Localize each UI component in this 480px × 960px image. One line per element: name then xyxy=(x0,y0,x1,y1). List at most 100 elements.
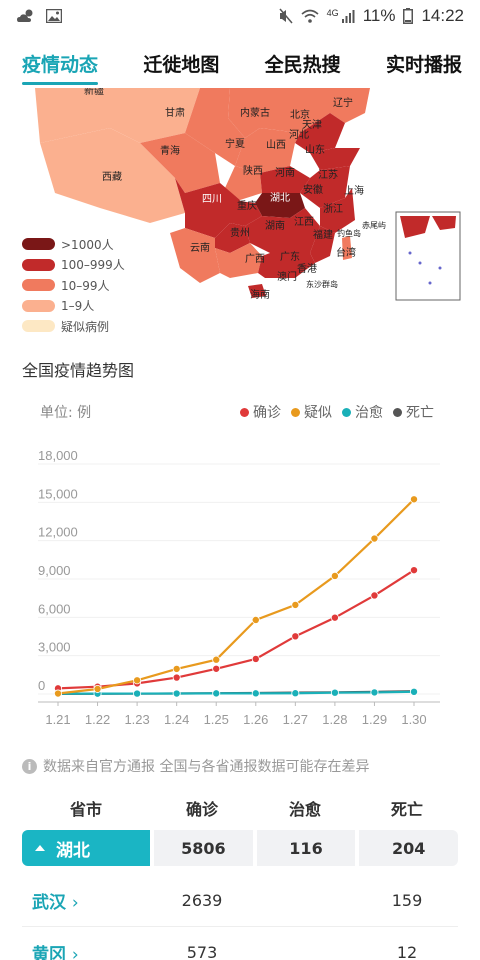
header-cured: 治愈 xyxy=(288,800,321,819)
data-point-0[interactable] xyxy=(409,566,418,575)
legend-row: >1000人 xyxy=(22,234,125,255)
data-point-1[interactable] xyxy=(54,689,63,698)
data-point-0[interactable] xyxy=(330,613,339,622)
notice-text: 数据来自官方通报 全国与各省通报数据可能存在差异 xyxy=(43,759,370,775)
map-label-chongqing: 重庆 xyxy=(237,199,257,212)
data-point-2[interactable] xyxy=(251,689,260,698)
legend-label: >1000人 xyxy=(61,237,114,252)
data-point-2[interactable] xyxy=(212,689,221,698)
map-label-beijing: 北京 xyxy=(290,108,310,121)
region-taiwan xyxy=(342,236,352,260)
map-label-guizhou: 贵州 xyxy=(230,226,250,239)
legend-cured[interactable]: 治愈 xyxy=(342,402,383,422)
y-tick-label: 15,000 xyxy=(38,486,78,501)
battery-percent: 11% xyxy=(362,6,396,25)
epidemic-map[interactable]: 新疆 甘肃 内蒙古 辽宁 北京 天津 河北 宁夏 山西 山东 青海 陕西 河南 … xyxy=(0,88,480,350)
y-tick-label: 0 xyxy=(38,678,45,693)
data-point-1[interactable] xyxy=(409,495,418,504)
city-name[interactable]: 黄冈 › xyxy=(22,940,150,960)
chart-legend: 确诊 疑似 治愈 死亡 xyxy=(240,402,434,422)
data-point-0[interactable] xyxy=(291,632,300,641)
data-point-2[interactable] xyxy=(133,689,142,698)
map-label-hunan: 湖南 xyxy=(265,219,285,232)
region-guangdong xyxy=(258,253,315,278)
tab-epidemic-news[interactable]: 疫情动态 xyxy=(22,40,99,92)
region-zhejiang-shanghai xyxy=(320,188,355,233)
data-point-0[interactable] xyxy=(370,591,379,600)
province-cured: 116 xyxy=(256,830,356,866)
map-label-hainan: 海南 xyxy=(250,288,270,301)
legend-suspected[interactable]: 疑似 xyxy=(291,402,332,422)
map-label-dongsha: 东沙群岛 xyxy=(306,279,338,289)
map-label-henan: 河南 xyxy=(275,166,295,179)
province-confirmed: 5806 xyxy=(154,830,253,866)
legend-dot xyxy=(291,407,300,417)
city-row-huanggang[interactable]: 黄冈 › 573 12 xyxy=(22,932,458,960)
data-point-1[interactable] xyxy=(172,664,181,673)
legend-swatch xyxy=(22,279,55,292)
region-chongqing xyxy=(230,200,262,226)
data-point-1[interactable] xyxy=(251,615,260,624)
data-point-2[interactable] xyxy=(370,688,379,697)
clock: 14:22 xyxy=(421,6,464,25)
map-label-guangdong: 广东 xyxy=(280,250,300,263)
map-label-guangxi: 广西 xyxy=(245,253,265,265)
data-point-1[interactable] xyxy=(291,600,300,609)
tab-live-report[interactable]: 实时播报 xyxy=(385,54,462,76)
trend-title: 全国疫情趋势图 xyxy=(22,361,135,380)
image-icon xyxy=(46,9,62,23)
wifi-icon xyxy=(301,9,319,23)
province-row-hubei[interactable]: 湖北 5806 116 204 xyxy=(22,830,459,866)
data-point-0[interactable] xyxy=(172,673,181,682)
data-point-2[interactable] xyxy=(330,688,339,697)
city-confirmed: 2639 xyxy=(181,890,223,910)
map-label-qinghai: 青海 xyxy=(160,144,180,157)
data-point-1[interactable] xyxy=(93,684,102,693)
map-label-hubei: 湖北 xyxy=(270,192,290,204)
data-point-2[interactable] xyxy=(291,689,300,698)
x-tick-label: 1.21 xyxy=(45,712,70,727)
data-point-1[interactable] xyxy=(330,571,339,580)
legend-swatch xyxy=(22,299,55,312)
city-name[interactable]: 武汉 › xyxy=(22,888,150,913)
city-name-text: 黄冈 xyxy=(32,944,66,960)
data-point-2[interactable] xyxy=(172,689,181,698)
info-icon: i xyxy=(22,758,37,774)
region-liaoning xyxy=(330,88,370,123)
tab-migration-map[interactable]: 迁徙地图 xyxy=(143,54,220,76)
province-name[interactable]: 湖北 xyxy=(22,830,150,866)
legend-text: 确诊 xyxy=(253,405,281,421)
weather-icon xyxy=(17,9,33,22)
legend-label: 10–99人 xyxy=(61,278,110,293)
region-guangxi xyxy=(215,243,262,278)
legend-dead[interactable]: 死亡 xyxy=(393,402,434,422)
data-point-2[interactable] xyxy=(409,687,418,696)
x-tick-label: 1.26 xyxy=(243,712,268,727)
chevron-right-icon: › xyxy=(71,892,79,913)
map-label-ningxia: 宁夏 xyxy=(225,137,245,150)
data-point-1[interactable] xyxy=(212,655,221,664)
header-dead: 死亡 xyxy=(390,800,423,819)
legend-text: 死亡 xyxy=(406,405,434,421)
x-tick-label: 1.22 xyxy=(85,712,110,727)
y-tick-label: 12,000 xyxy=(38,525,78,540)
series-line-0 xyxy=(57,569,415,690)
header-confirmed: 确诊 xyxy=(185,800,218,819)
trend-chart[interactable]: 0 3,000 6,000 9,000 12,000 15,000 18,000 1.21 1.… xyxy=(0,440,480,730)
map-label-taiwan: 台湾 xyxy=(336,246,356,259)
data-point-1[interactable] xyxy=(133,676,142,685)
data-notice: i 数据来自官方通报 全国与各省通报数据可能存在差异 xyxy=(22,756,369,776)
legend-confirmed[interactable]: 确诊 xyxy=(240,402,281,422)
y-tick-label: 6,000 xyxy=(38,601,71,616)
map-label-chiwei: 赤尾屿 xyxy=(362,221,386,230)
legend-label: 100–999人 xyxy=(61,258,125,273)
region-xinjiang xyxy=(35,88,200,143)
tab-hot-search[interactable]: 全民热搜 xyxy=(264,54,341,76)
data-point-0[interactable] xyxy=(251,654,260,663)
region-qinghai xyxy=(140,133,220,193)
city-row-wuhan[interactable]: 武汉 › 2639 159 xyxy=(22,880,458,920)
data-point-1[interactable] xyxy=(370,534,379,543)
x-tick-label: 1.24 xyxy=(164,712,189,727)
city-dead: 12 xyxy=(396,942,418,960)
data-point-0[interactable] xyxy=(212,664,221,673)
